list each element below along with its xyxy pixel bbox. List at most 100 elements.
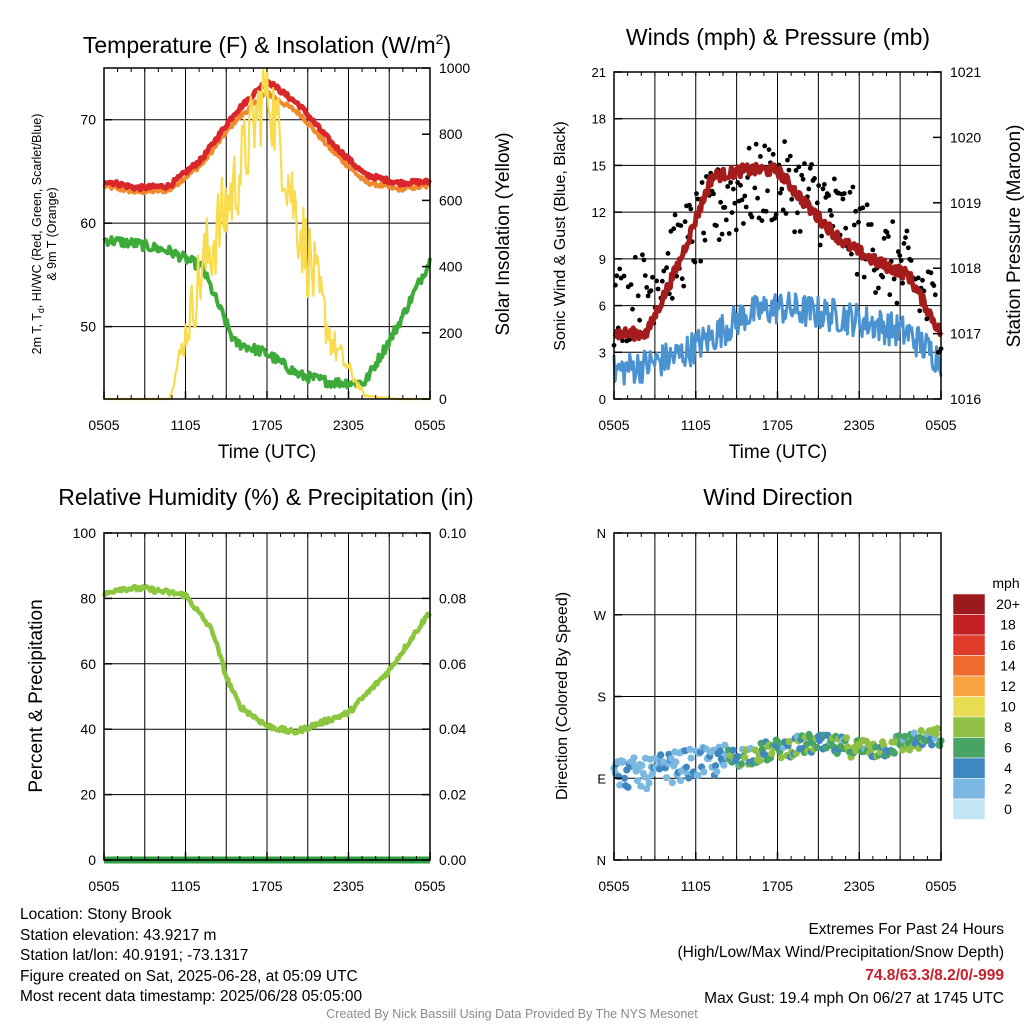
temperature-xtick-label: 2305 (333, 417, 364, 433)
direction-point (842, 734, 851, 742)
gust-point (812, 176, 817, 181)
speed-legend-label: 0 (1004, 801, 1012, 817)
winds-xtick-label: 2305 (844, 417, 875, 433)
direction-point (638, 761, 646, 770)
gust-point (728, 180, 733, 185)
speed-legend-label: 10 (1000, 699, 1016, 715)
direction-point (901, 732, 909, 741)
recent-timestamp: Most recent data timestamp: 2025/06/28 0… (20, 988, 363, 1005)
gust-point (759, 218, 765, 224)
winds-ytick-right-label: 1018 (950, 260, 981, 276)
gust-point (688, 206, 694, 212)
extremes-info: Extremes For Past 24 Hours (High/Low/Max… (678, 918, 1005, 1010)
gust-point (628, 282, 634, 287)
winds-ytick-label: 18 (592, 112, 606, 127)
gust-point (832, 176, 837, 182)
direction-point (872, 743, 880, 751)
temperature-ylabel-left: 2m T, Td, HI/WC (Red, Green, Scarlet/Blu… (30, 114, 46, 355)
direction-ylabel-left: Direction (Colored By Speed) (554, 592, 571, 800)
direction-point (672, 758, 680, 766)
gust-point (642, 273, 648, 278)
direction-point (686, 745, 694, 754)
extremes-subtitle: (High/Low/Max Wind/Precipitation/Snow De… (677, 944, 1005, 961)
gust-point (779, 186, 785, 192)
humidity-ytick-label: 20 (80, 787, 96, 803)
gust-point (856, 219, 861, 225)
gust-point (890, 219, 896, 225)
extremes-title: Extremes For Past 24 Hours (808, 921, 1004, 938)
gust-point (826, 193, 832, 198)
humidity-ytick-right-label: 0.08 (439, 590, 466, 606)
gust-point (650, 274, 655, 280)
temperature-xtick-label: 0505 (414, 417, 445, 433)
gust-point (741, 221, 746, 226)
gust-point (765, 188, 770, 194)
direction-point (932, 730, 940, 738)
gust-point (843, 225, 849, 231)
gust-point (777, 190, 783, 196)
gust-point (655, 286, 661, 292)
gust-point (749, 214, 755, 220)
gust-point (915, 275, 921, 281)
gust-point (908, 258, 914, 263)
gust-point (807, 165, 813, 171)
winds-ytick-right-label: 1021 (950, 64, 981, 80)
speed-legend-swatch-6 (952, 716, 986, 738)
gust-point (766, 147, 772, 153)
gust-point (819, 233, 824, 239)
speed-legend-swatch-2 (952, 634, 986, 656)
speed-legend-swatch-1 (952, 614, 986, 636)
direction-point (761, 750, 769, 759)
temperature-ytick-right-label: 200 (439, 325, 463, 341)
direction-panel: Wind Direction 0505 1105 1705 2305 0505 N E S W N… (554, 484, 1020, 894)
direction-point (633, 777, 642, 785)
gust-point (782, 139, 787, 145)
gust-point (920, 277, 925, 283)
gust-point (817, 242, 823, 248)
direction-point (643, 785, 651, 793)
gust-point (854, 271, 860, 277)
humidity-ytick-right-label: 0.04 (439, 721, 466, 737)
direction-point (928, 741, 936, 749)
gust-point (682, 219, 688, 225)
humidity-ytick-right-label: 0.10 (439, 525, 466, 541)
direction-title: Wind Direction (703, 484, 853, 510)
gust-point (917, 308, 923, 314)
gust-point (701, 230, 706, 236)
gust-point (861, 274, 867, 280)
gust-point (851, 222, 857, 228)
gust-point (621, 273, 627, 279)
direction-ytick-label: N (597, 853, 606, 868)
gust-point (627, 337, 632, 342)
gust-point (743, 204, 749, 210)
humidity-ytick-right-label: 0.02 (439, 787, 466, 803)
gust-point (796, 164, 802, 170)
gust-point (614, 273, 620, 279)
gust-point (887, 292, 893, 298)
direction-point (648, 769, 657, 778)
gust-point (900, 280, 905, 286)
winds-ytick-right-label: 1020 (950, 129, 981, 145)
speed-legend-swatch-3 (952, 655, 986, 677)
gust-point (679, 276, 685, 282)
winds-series (611, 139, 944, 386)
direction-point (917, 727, 925, 735)
direction-point (890, 749, 898, 757)
gust-point (725, 184, 731, 189)
direction-point (712, 762, 720, 770)
gust-point (783, 211, 789, 216)
temperature-ytick-right-label: 0 (439, 391, 447, 407)
speed-legend-label: 20+ (996, 596, 1020, 612)
direction-point (655, 765, 664, 773)
temperature-xtick-label: 1105 (170, 417, 200, 433)
gust-point (731, 186, 736, 192)
gust-point (873, 290, 878, 295)
direction-point (668, 779, 677, 787)
humidity-ytick-right-label: 0.00 (439, 852, 466, 868)
gust-point (755, 195, 760, 201)
direction-point (624, 783, 632, 791)
temperature-series-2 (102, 235, 432, 390)
direction-point (910, 729, 918, 737)
temperature-ytick-label: 70 (80, 112, 96, 128)
gust-point (722, 205, 728, 210)
